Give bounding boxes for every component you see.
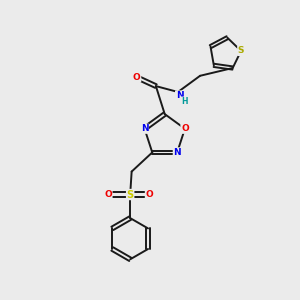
Text: N: N <box>141 124 148 133</box>
Text: O: O <box>104 190 112 199</box>
Text: O: O <box>181 124 189 133</box>
Text: H: H <box>181 97 188 106</box>
Text: O: O <box>146 190 153 199</box>
Text: O: O <box>133 73 141 82</box>
Text: S: S <box>127 190 134 200</box>
Text: S: S <box>238 46 244 56</box>
Text: N: N <box>173 148 181 157</box>
Text: N: N <box>176 91 183 100</box>
